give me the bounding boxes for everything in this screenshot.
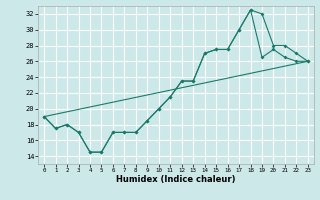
X-axis label: Humidex (Indice chaleur): Humidex (Indice chaleur) [116,175,236,184]
